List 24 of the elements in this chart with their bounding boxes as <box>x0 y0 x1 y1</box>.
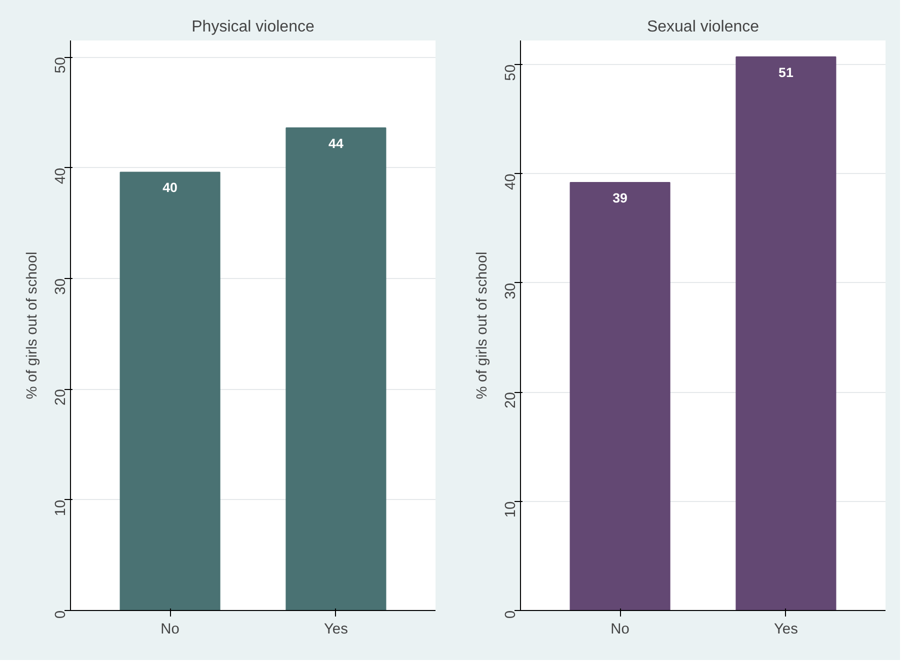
chart-title: Physical violence <box>192 18 314 36</box>
y-tick-label: 50 <box>53 57 69 74</box>
y-tick-label: 40 <box>503 174 519 190</box>
data-label: 40 <box>162 180 178 196</box>
y-tick-label: 30 <box>53 278 69 295</box>
data-label: 44 <box>328 136 344 151</box>
y-tick-label: 0 <box>53 610 69 619</box>
y-tick-label: 50 <box>503 64 519 81</box>
y-tick-label: 10 <box>53 500 69 516</box>
x-tick-label: No <box>610 622 630 638</box>
y-tick-label: 20 <box>503 392 519 408</box>
x-tick-label: No <box>160 622 180 638</box>
chart-title: Sexual violence <box>646 18 760 36</box>
x-tick-label: Yes <box>324 622 348 638</box>
y-axis-title: % of girls out of school <box>24 252 40 400</box>
x-tick-label: Yes <box>774 622 798 638</box>
data-label: 51 <box>778 64 794 80</box>
y-tick-label: 20 <box>53 389 69 406</box>
y-tick-label: 30 <box>503 282 519 300</box>
y-tick-label: 0 <box>503 610 519 619</box>
y-tick-label: 40 <box>53 168 69 184</box>
data-label: 39 <box>612 190 628 206</box>
y-tick-label: 10 <box>503 501 519 518</box>
y-axis-title: % of girls out of school <box>474 252 490 400</box>
